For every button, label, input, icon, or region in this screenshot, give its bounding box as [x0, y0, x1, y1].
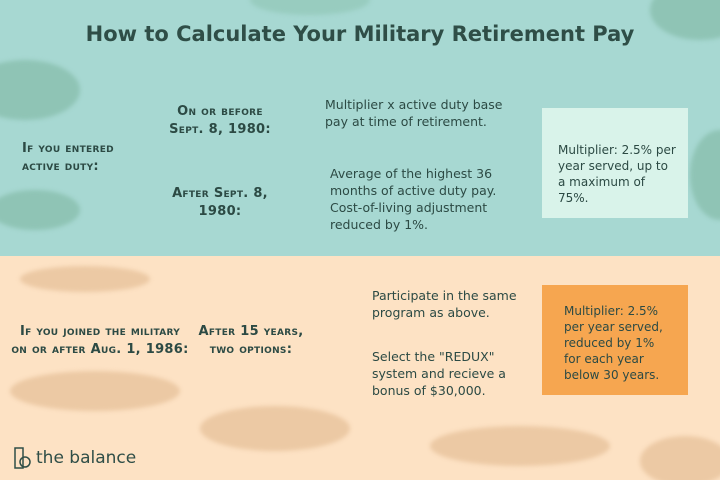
camo-shape — [690, 130, 720, 220]
camo-shape — [430, 426, 610, 466]
branch-label-after: After Sept. 8, 1980: — [172, 186, 268, 219]
camo-shape — [0, 190, 80, 230]
multiplier-text: Multiplier: 2.5% per year served, reduce… — [564, 304, 663, 382]
camo-shape — [10, 371, 180, 411]
option-text-redux: Select the "REDUX" system and recieve a … — [372, 349, 506, 398]
camo-shape — [640, 436, 720, 480]
branch-text-before: Multiplier x active duty base pay at tim… — [325, 97, 503, 129]
page-title: How to Calculate Your Military Retiremen… — [85, 22, 635, 46]
branch-label-before: On or before Sept. 8, 1980: — [169, 104, 271, 137]
options-label: After 15 years, two options: — [198, 324, 304, 357]
camo-shape — [200, 406, 350, 451]
multiplier-text: Multiplier: 2.5% per year served, up to … — [558, 143, 676, 205]
condition-label-joined: If you joined the military on or after A… — [11, 324, 189, 357]
balance-logo-icon — [14, 447, 31, 469]
option-text-same-program: Participate in the same program as above… — [372, 288, 517, 320]
condition-label-entered: If you entered active duty: — [22, 141, 114, 174]
brand-logo: the balance — [14, 447, 136, 469]
multiplier-box-redux: Multiplier: 2.5% per year served, reduce… — [542, 285, 688, 395]
camo-shape — [0, 60, 80, 120]
branch-text-after: Average of the highest 36 months of acti… — [330, 166, 497, 232]
camo-shape — [250, 0, 370, 15]
brand-name: the balance — [36, 448, 137, 468]
camo-shape — [20, 266, 150, 292]
multiplier-box-standard: Multiplier: 2.5% per year served, up to … — [542, 108, 688, 218]
